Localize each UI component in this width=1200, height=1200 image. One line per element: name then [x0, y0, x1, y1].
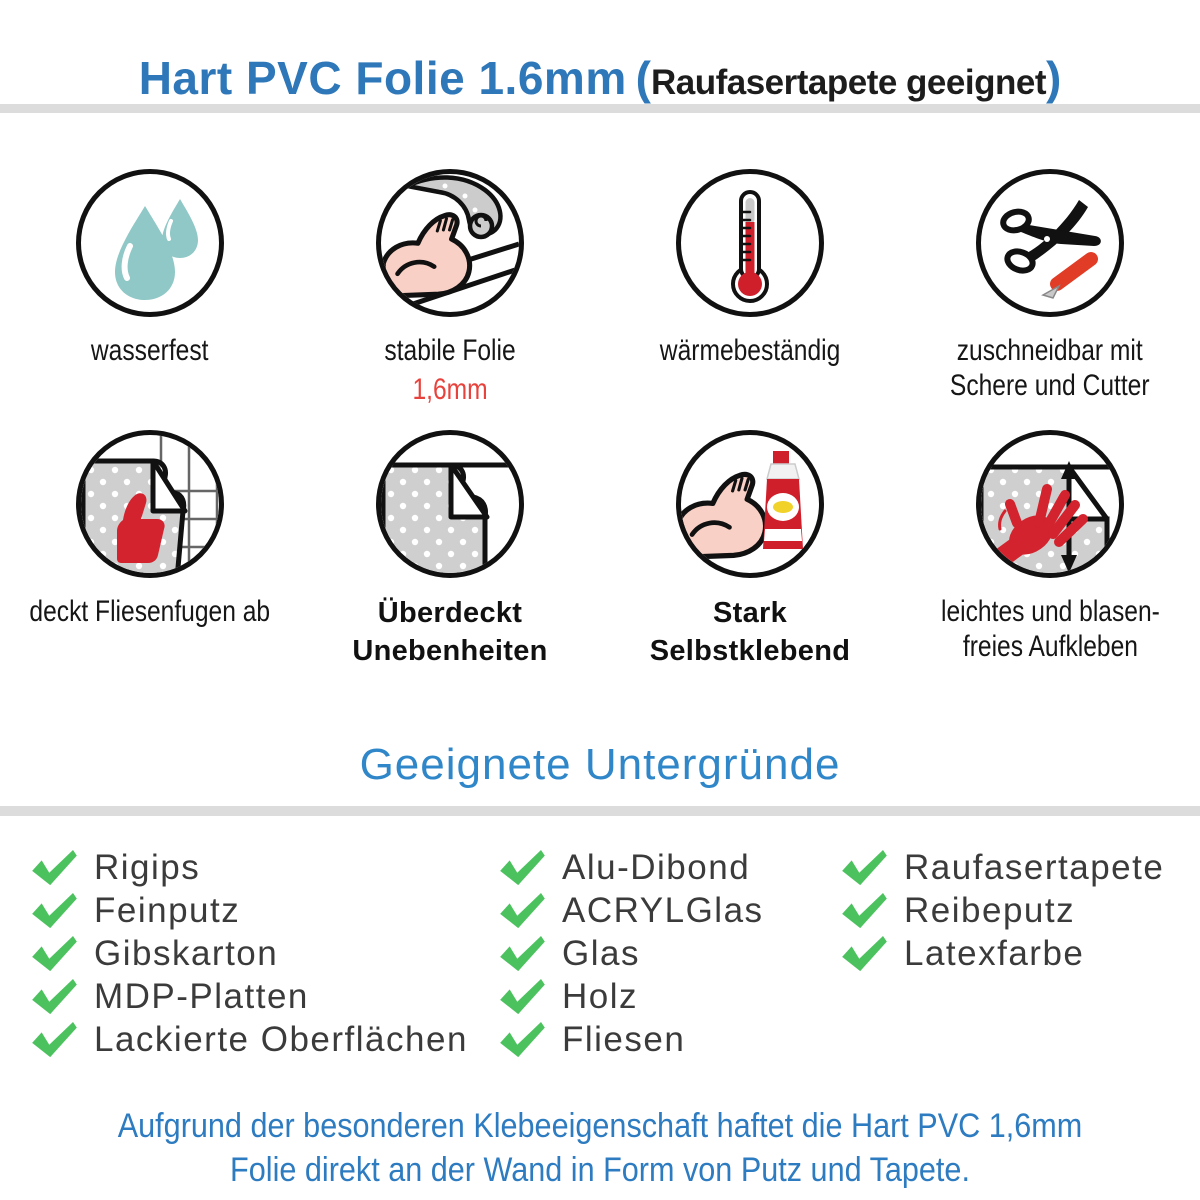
film-fold-icon: [376, 430, 524, 578]
substrate-label: Feinputz: [94, 890, 241, 930]
check-icon: [500, 1021, 545, 1057]
substrate-label: ACRYLGlas: [562, 890, 764, 930]
muscle-arm-glue-icon: [676, 430, 824, 578]
substrate-item: Feinputz: [30, 889, 498, 932]
substrate-item: Gibskarton: [30, 932, 498, 975]
caption-line: Selbstklebend: [649, 635, 851, 667]
footer-line: Aufgrund der besonderen Klebeeigenschaft…: [117, 1107, 1083, 1145]
caption-line: Schere und Cutter: [950, 369, 1150, 402]
substrates-list: Rigips Feinputz Gibskarton MDP-Platten L…: [30, 846, 1170, 1061]
substrate-label: Latexfarbe: [904, 933, 1085, 973]
feature-fliesenfugen: deckt Fliesenfugen ab: [0, 427, 300, 670]
check-icon: [32, 892, 77, 928]
check-icon: [500, 978, 545, 1014]
check-icon: [842, 892, 887, 928]
title-paren-open: (: [635, 52, 651, 105]
caption-line: wärmebeständig: [659, 334, 841, 367]
scissors-cutter-icon: [976, 169, 1124, 317]
substrate-label: Rigips: [94, 847, 201, 887]
substrates-column-3: Raufasertapete Reibeputz Latexfarbe: [840, 846, 1170, 1061]
substrate-item: Holz: [498, 975, 840, 1018]
caption-line: deckt Fliesenfugen ab: [29, 595, 271, 628]
feature-unebenheiten: Überdeckt Unebenheiten: [300, 427, 600, 670]
water-drops-icon: [76, 169, 224, 317]
check-icon: [32, 1021, 77, 1057]
check-icon: [32, 849, 77, 885]
feature-caption: Überdeckt Unebenheiten: [352, 594, 547, 670]
footer-line: Folie direkt an der Wand in Form von Put…: [230, 1151, 970, 1189]
thermometer-icon: [676, 169, 824, 317]
feature-aufkleben: leichtes und blasen- freies Aufkleben: [900, 427, 1200, 670]
caption-line: zuschneidbar mit: [957, 334, 1143, 367]
feature-row-2: deckt Fliesenfugen ab Überdeckt Unebenhe…: [0, 427, 1200, 670]
substrate-item: Fliesen: [498, 1018, 840, 1061]
substrate-item: ACRYLGlas: [498, 889, 840, 932]
title-subtitle: Raufasertapete geeignet: [650, 63, 1047, 103]
check-icon: [842, 849, 887, 885]
check-icon: [32, 978, 77, 1014]
caption-highlight: 1,6mm: [412, 373, 488, 406]
caption-line: Stark: [712, 597, 788, 629]
divider-bar-middle: [0, 806, 1200, 816]
hand-press-film-icon: [976, 430, 1124, 578]
substrate-label: Holz: [562, 976, 639, 1016]
caption-line: leichtes und blasen-: [940, 595, 1160, 628]
feature-caption: deckt Fliesenfugen ab: [30, 594, 271, 629]
substrate-item: Reibeputz: [840, 889, 1170, 932]
feature-waermebestaendig: wärmebeständig: [600, 166, 900, 407]
feature-caption: wasserfest: [91, 333, 209, 368]
check-icon: [32, 935, 77, 971]
check-icon: [842, 935, 887, 971]
title-main: Hart PVC Folie 1.6mm: [138, 52, 627, 105]
page-title: Hart PVC Folie 1.6mm (Raufasertapete gee…: [0, 49, 1200, 112]
feature-caption: Stark Selbstklebend: [650, 594, 851, 670]
substrate-label: Alu-Dibond: [562, 847, 751, 887]
feature-caption: leichtes und blasen- freies Aufkleben: [941, 594, 1160, 664]
feature-caption: zuschneidbar mit Schere und Cutter: [950, 333, 1150, 403]
check-icon: [500, 849, 545, 885]
check-icon: [500, 935, 545, 971]
substrates-column-2: Alu-Dibond ACRYLGlas Glas Holz Fliesen: [498, 846, 840, 1061]
feature-row-1: wasserfest stabile Folie 1,6mm: [0, 166, 1200, 407]
substrate-item: Raufasertapete: [840, 846, 1170, 889]
thumb-up-tiles-icon: [76, 430, 224, 578]
substrate-label: Raufasertapete: [904, 847, 1165, 887]
substrate-item: Glas: [498, 932, 840, 975]
title-paren-close: ): [1045, 52, 1062, 105]
caption-line: Überdeckt: [377, 597, 523, 629]
substrate-label: MDP-Platten: [94, 976, 309, 1016]
muscle-arm-film-icon: [376, 169, 524, 317]
substrate-item: Lackierte Oberflächen: [30, 1018, 498, 1061]
feature-stabile-folie: stabile Folie 1,6mm: [300, 166, 600, 407]
footer-note: Aufgrund der besonderen Klebeeigenschaft…: [60, 1104, 1140, 1192]
substrates-heading: Geeignete Untergründe: [359, 740, 841, 789]
substrates-column-1: Rigips Feinputz Gibskarton MDP-Platten L…: [30, 846, 498, 1061]
feature-zuschneidbar: zuschneidbar mit Schere und Cutter: [900, 166, 1200, 407]
substrate-item: Latexfarbe: [840, 932, 1170, 975]
substrate-item: Alu-Dibond: [498, 846, 840, 889]
substrate-label: Glas: [562, 933, 640, 973]
substrate-item: MDP-Platten: [30, 975, 498, 1018]
caption-line: Unebenheiten: [352, 635, 548, 667]
feature-caption: stabile Folie 1,6mm: [384, 333, 515, 407]
substrate-label: Gibskarton: [94, 933, 279, 973]
substrate-label: Reibeputz: [904, 890, 1076, 930]
caption-line: freies Aufkleben: [962, 630, 1138, 663]
substrate-item: Rigips: [30, 846, 498, 889]
feature-wasserfest: wasserfest: [0, 166, 300, 407]
caption-line: wasserfest: [91, 334, 209, 367]
divider-bar-top: [0, 104, 1200, 113]
feature-selbstklebend: Stark Selbstklebend: [600, 427, 900, 670]
substrate-label: Lackierte Oberflächen: [94, 1019, 468, 1059]
caption-line: stabile Folie: [384, 334, 516, 367]
substrate-label: Fliesen: [562, 1019, 686, 1059]
feature-caption: wärmebeständig: [660, 333, 841, 368]
check-icon: [500, 892, 545, 928]
